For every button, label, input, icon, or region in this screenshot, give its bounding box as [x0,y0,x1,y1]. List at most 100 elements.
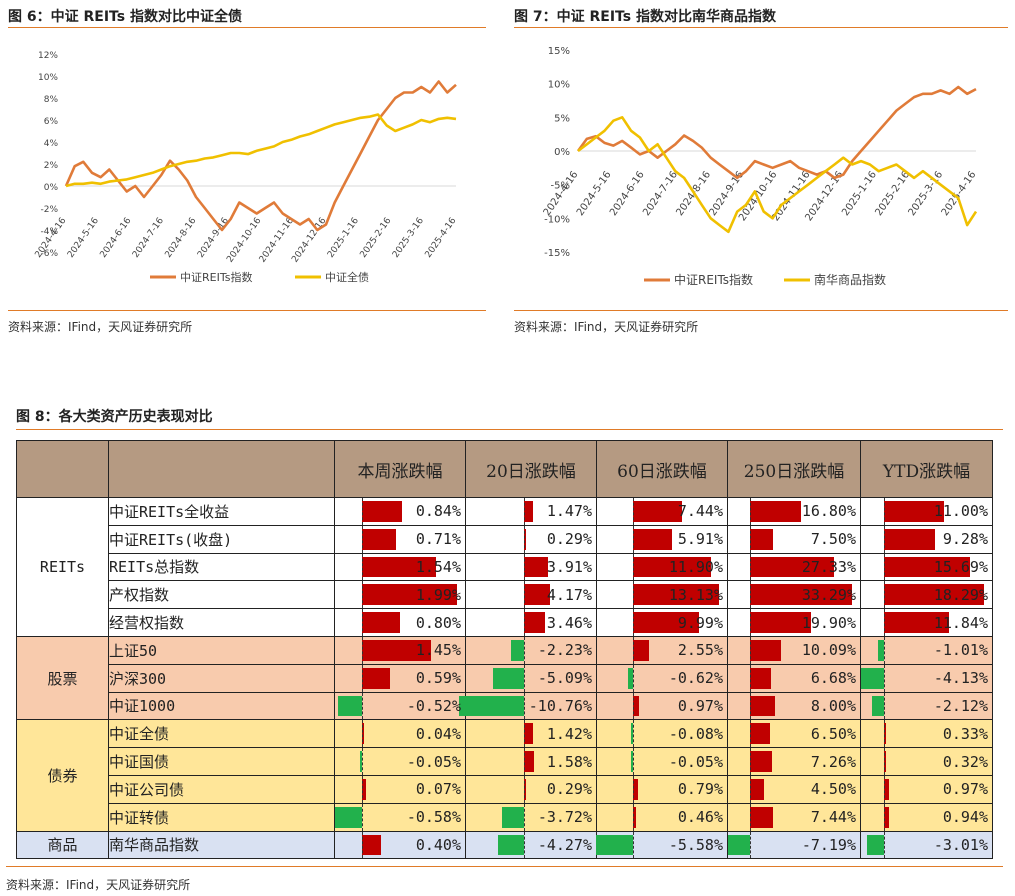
return-value: -3.01% [933,835,988,854]
return-cell: 0.46% [596,802,728,832]
return-cell: 0.79% [596,774,728,804]
x-tick-label: 2024-9-16 [196,216,231,260]
header-blank-cell [16,440,109,498]
y-tick-label: 0% [44,183,59,193]
zero-line [524,636,526,664]
return-cell: 15.69% [860,552,993,582]
zero-line [883,803,885,831]
return-bar [867,834,884,856]
return-bar [728,834,751,856]
return-value: 5.91% [677,530,723,549]
return-value: 27.33% [801,557,856,576]
x-tick-label: 2025-4-16 [424,216,459,260]
return-bar [362,528,397,550]
zero-line [632,775,634,803]
asset-name: 沪深300 [108,663,335,693]
return-value: -3.72% [537,808,592,827]
y-tick-label: -15% [544,248,570,259]
return-cell: 27.33% [727,552,861,582]
return-cell: 0.84% [334,497,466,526]
figure6-bottom-rule [8,310,486,311]
return-value: 0.04% [415,724,461,743]
return-bar [362,612,401,633]
zero-line [632,525,634,553]
return-cell: -4.27% [465,830,597,860]
x-tick-label: 2025-4-16 [940,169,979,218]
asset-name: REITs总指数 [108,552,335,582]
return-cell: 0.04% [334,719,466,749]
return-bar [750,556,834,578]
return-cell: 0.32% [860,747,993,776]
legend-label-1: 中证REITs指数 [674,272,753,287]
return-cell: 6.68% [727,663,861,693]
zero-line [632,692,634,720]
return-value: 15.69% [933,557,988,576]
zero-line [883,748,885,775]
return-value: -2.12% [933,696,988,715]
x-tick-label: 2025-2-16 [359,216,394,260]
y-tick-label: -5% [551,181,570,192]
return-bar [632,528,672,550]
zero-line [362,664,364,692]
return-value: 4.50% [810,780,856,799]
zero-line [750,664,752,692]
table-row: REITs总指数 1.54% 3.91% 11.90% 27.33% 15.69% [16,552,993,582]
return-bar [362,778,366,800]
zero-line [883,775,885,803]
zero-line [524,692,526,720]
return-bar [632,556,712,578]
zero-line [883,831,885,859]
figure7-source: 资料来源：IFind，天风证券研究所 [514,320,699,334]
x-tick-label: 2025-3-16 [391,216,426,260]
return-cell: -0.08% [596,719,728,749]
return-value: -5.09% [537,669,592,688]
column-header: 60日涨跌幅 [596,440,728,498]
return-bar [362,501,403,522]
return-bar [878,639,884,661]
return-cell: 6.50% [727,719,861,749]
zero-line [524,803,526,831]
return-value: 4.17% [546,585,592,604]
zero-line [750,498,752,525]
zero-line [883,720,885,748]
return-value: 0.79% [677,780,723,799]
y-tick-label: 12% [38,51,58,61]
zero-line [632,664,634,692]
figure7-chart: 15%10%5%0%-5%-10%-15%2024-4-162024-5-162… [542,46,979,287]
return-bar [750,667,771,689]
zero-line [524,525,526,553]
return-bar [630,751,633,772]
return-cell: 11.90% [596,552,728,582]
zero-line [524,553,526,581]
asset-group-label: 商品 [16,830,109,860]
return-bar [524,528,527,550]
return-value: 0.59% [415,669,461,688]
return-cell: 0.94% [860,802,993,832]
return-cell: 0.40% [334,830,466,860]
return-bar [861,667,884,689]
return-value: 11.84% [933,613,988,632]
table-row: 经营权指数 0.80% 3.46% 9.99% 19.90% 11.84% [16,608,993,637]
return-cell: 1.45% [334,635,466,665]
return-bar [632,806,636,828]
return-bar [750,612,811,633]
y-tick-label: 0% [554,147,570,158]
return-bar [337,695,363,717]
return-bar [883,723,886,745]
zero-line [362,803,364,831]
return-cell: -1.01% [860,635,993,665]
return-bar [883,528,935,550]
return-bar [632,778,638,800]
y-tick-label: 10% [548,80,570,91]
return-cell: -2.12% [860,691,993,721]
return-bar [750,528,774,550]
return-value: -10.76% [528,696,592,715]
return-bar [883,612,949,633]
return-cell: 0.33% [860,719,993,749]
return-value: -7.19% [801,835,856,854]
return-cell: -0.05% [596,747,728,776]
return-value: 2.55% [677,641,723,660]
asset-name: 南华商品指数 [108,830,335,860]
return-value: 13.13% [668,585,723,604]
return-cell: 7.50% [727,524,861,554]
